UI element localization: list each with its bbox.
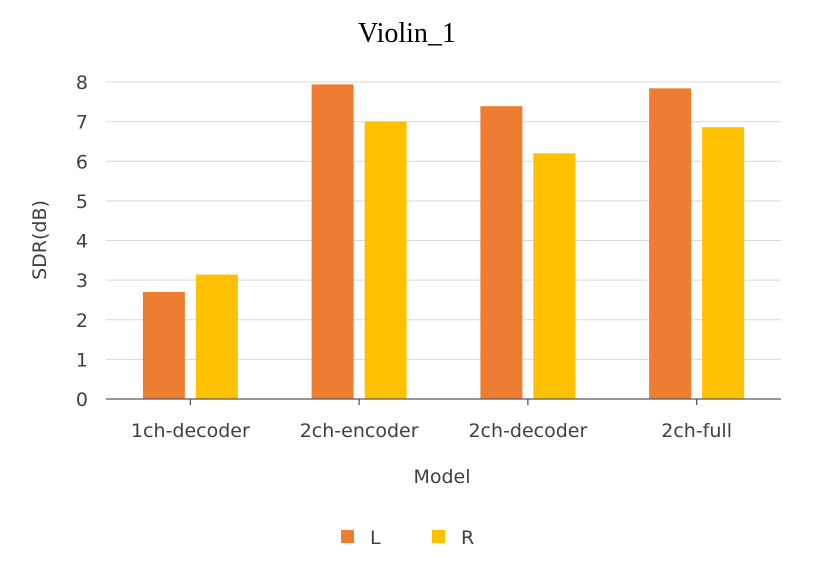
- y-tick-label: 4: [76, 231, 88, 253]
- y-tick-label: 1: [76, 349, 88, 371]
- x-tick-label: 2ch-encoder: [300, 420, 419, 442]
- y-tick-label: 3: [76, 270, 88, 292]
- y-axis-label: SDR(dB): [29, 200, 51, 280]
- legend-label-R: R: [461, 527, 474, 549]
- x-axis-label: Model: [413, 466, 470, 488]
- bars: [142, 84, 745, 400]
- y-tick-label: 8: [76, 72, 88, 94]
- y-tick-label: 6: [76, 151, 88, 173]
- bar-L-2ch-encoder: [311, 84, 354, 399]
- legend-swatch-L: [341, 530, 354, 543]
- y-tick-label: 7: [76, 112, 88, 134]
- bar-L-2ch-full: [649, 88, 692, 399]
- bar-R-2ch-encoder: [364, 121, 407, 399]
- x-tick-label: 2ch-decoder: [468, 420, 587, 442]
- legend-swatch-R: [432, 530, 445, 543]
- chart-title: Violin_1: [358, 18, 456, 49]
- y-tick-label: 5: [76, 191, 88, 213]
- y-tick-label: 2: [76, 310, 88, 332]
- legend-label-L: L: [370, 527, 381, 549]
- y-tick-label: 0: [76, 389, 88, 411]
- y-axis-ticks: 0 1 2 3 4 5 6 7 8: [76, 72, 88, 411]
- bar-R-2ch-full: [702, 127, 745, 400]
- bar-R-2ch-decoder: [533, 153, 576, 399]
- x-tick-label: 2ch-full: [661, 420, 732, 442]
- bar-L-2ch-decoder: [480, 106, 523, 399]
- bar-L-1ch-decoder: [142, 292, 185, 399]
- bar-R-1ch-decoder: [195, 274, 238, 399]
- x-tick-label: 1ch-decoder: [131, 420, 250, 442]
- x-axis-ticks: 1ch-decoder 2ch-encoder 2ch-decoder 2ch-ful…: [131, 399, 732, 442]
